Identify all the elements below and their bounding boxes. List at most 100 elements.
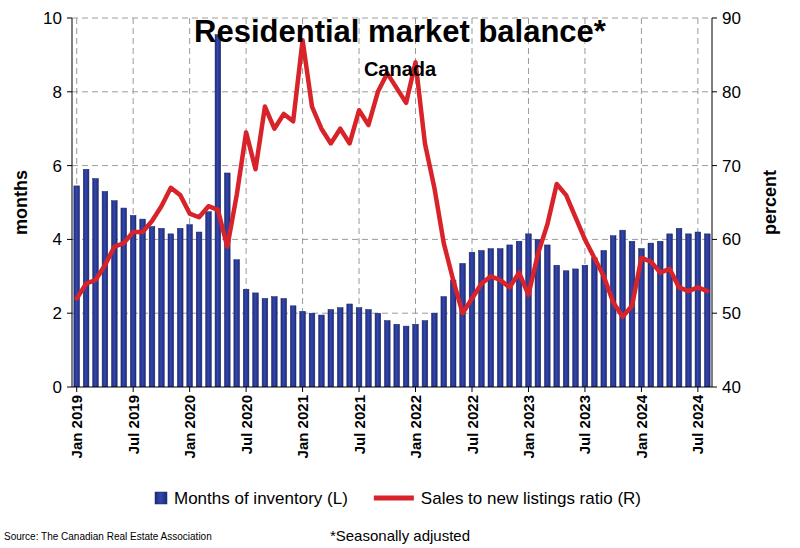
y2-tick	[712, 313, 717, 314]
bar	[272, 297, 278, 387]
bar	[403, 326, 409, 387]
bar	[450, 280, 456, 387]
bar	[497, 249, 503, 387]
x-tick	[415, 387, 416, 392]
bar	[83, 169, 89, 387]
bar	[667, 234, 673, 387]
bar	[243, 289, 249, 387]
bar	[347, 304, 353, 387]
bar	[356, 308, 362, 387]
bar	[507, 245, 513, 387]
bar	[394, 324, 400, 387]
bar	[704, 234, 710, 387]
x-tick	[359, 387, 360, 392]
bar	[168, 234, 174, 387]
y2-tick	[712, 387, 717, 388]
bar	[300, 311, 306, 387]
bar	[281, 298, 287, 387]
y2-tick	[712, 239, 717, 240]
bar	[563, 271, 569, 387]
bar	[196, 232, 202, 387]
bar	[488, 249, 494, 387]
legend-swatch	[374, 496, 414, 501]
bar	[629, 241, 635, 387]
bar	[469, 252, 475, 387]
legend-label: Months of inventory (L)	[174, 489, 348, 508]
bar	[554, 265, 560, 387]
bar	[102, 191, 108, 387]
y-tick	[67, 91, 72, 92]
bar	[224, 173, 230, 387]
bar	[206, 212, 212, 387]
bar	[375, 313, 381, 387]
bar	[695, 232, 701, 387]
y2-tick-label: 50	[722, 304, 741, 323]
y2-tick-label: 80	[722, 83, 741, 102]
y2-tick-label: 90	[722, 9, 741, 28]
chart-subtitle: Canada	[364, 58, 437, 80]
bar	[290, 306, 296, 387]
y2-tick	[712, 18, 717, 19]
y-tick-label: 10	[43, 9, 62, 28]
y-axis	[72, 18, 73, 387]
x-tick	[584, 387, 585, 392]
legend-label: Sales to new listings ratio (R)	[421, 489, 641, 508]
x-tick-label: Jan 2024	[633, 394, 650, 458]
bar	[121, 208, 127, 387]
grid-line	[72, 91, 712, 92]
bar	[187, 225, 193, 387]
bar	[159, 228, 165, 387]
x-tick	[641, 387, 642, 392]
x-tick	[246, 387, 247, 392]
line-series	[77, 40, 708, 317]
y2-tick	[712, 91, 717, 92]
x-tick	[302, 387, 303, 392]
bar	[441, 297, 447, 387]
plot-area	[74, 35, 710, 387]
y-tick	[67, 165, 72, 166]
x-tick-label: Jul 2021	[351, 395, 368, 454]
bar	[676, 228, 682, 387]
bar	[413, 324, 419, 387]
y-axis-title: months	[11, 170, 31, 235]
bar	[422, 321, 428, 387]
bar	[234, 260, 240, 387]
chart-svg: 0246810405060708090Jan 2019Jul 2019Jan 2…	[0, 0, 800, 548]
bar	[544, 245, 550, 387]
chart-title: Residential market balance*	[194, 14, 607, 49]
x-tick	[76, 387, 77, 392]
y2-axis-title: percent	[760, 170, 780, 235]
y-tick-label: 4	[53, 230, 62, 249]
y2-tick	[712, 165, 717, 166]
bar	[384, 321, 390, 387]
bar	[140, 219, 146, 387]
x-tick-label: Jul 2024	[689, 394, 706, 454]
chart-container: 0246810405060708090Jan 2019Jul 2019Jan 2…	[0, 0, 800, 548]
bar	[309, 313, 315, 387]
x-tick-label: Jul 2019	[125, 395, 142, 454]
bar	[657, 241, 663, 387]
source-note: Source: The Canadian Real Estate Associa…	[4, 531, 212, 542]
bar	[328, 310, 334, 387]
footnote: *Seasonally adjusted	[330, 527, 470, 544]
y2-axis	[712, 18, 713, 387]
x-tick-label: Jan 2021	[294, 395, 311, 458]
y2-tick-label: 70	[722, 157, 741, 176]
bar	[177, 228, 183, 387]
bar	[516, 241, 522, 387]
bar	[262, 298, 268, 387]
legend-swatch	[155, 492, 167, 504]
bar	[573, 269, 579, 387]
bar	[479, 250, 485, 387]
grid-line	[72, 165, 712, 166]
x-tick-label: Jan 2019	[68, 395, 85, 458]
bar	[253, 293, 259, 387]
x-tick-label: Jan 2020	[181, 395, 198, 458]
bar	[112, 201, 118, 387]
bar	[130, 215, 136, 387]
y2-tick-label: 40	[722, 378, 741, 397]
bar	[74, 186, 80, 387]
bar	[592, 258, 598, 387]
y-tick	[67, 387, 72, 388]
bar	[366, 310, 372, 387]
